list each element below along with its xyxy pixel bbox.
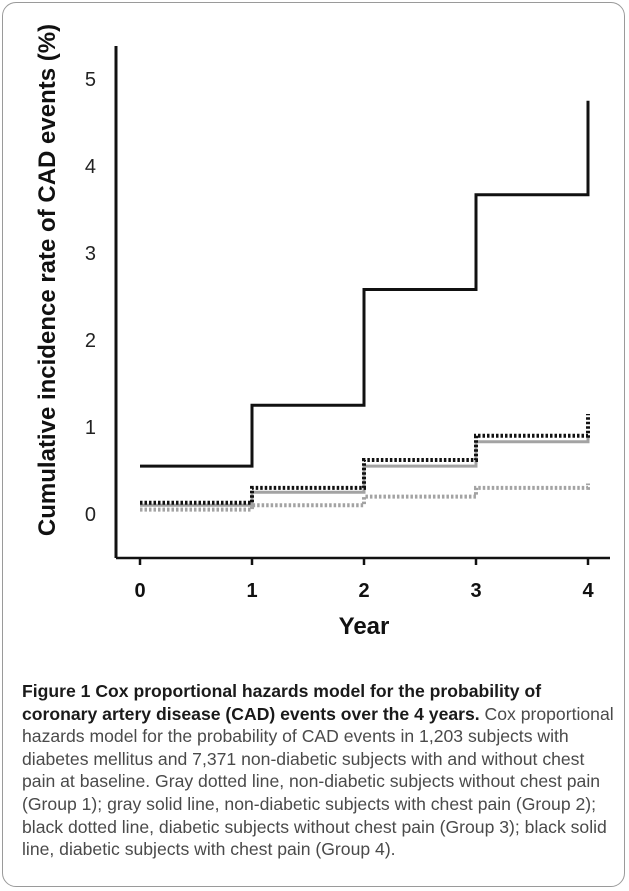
chart-axes: 0 1 2 3 4 5 0 1 2 3 4 bbox=[85, 46, 610, 602]
y-axis-label: Cumulative incidence rate of CAD events … bbox=[34, 24, 61, 536]
y-tick-label: 3 bbox=[85, 243, 96, 265]
chart-labels: Cumulative incidence rate of CAD events … bbox=[34, 24, 389, 640]
chart-series bbox=[140, 100, 590, 512]
x-axis-label: Year bbox=[339, 613, 390, 640]
y-tick-label: 4 bbox=[85, 156, 96, 178]
y-tick-label: 1 bbox=[85, 417, 96, 439]
y-tick-label: 2 bbox=[85, 330, 96, 352]
x-tick-label: 0 bbox=[134, 580, 145, 602]
x-tick-label: 1 bbox=[246, 580, 257, 602]
series-line-4 bbox=[140, 100, 590, 468]
y-tick-label: 0 bbox=[85, 504, 96, 526]
caption-title: Figure 1 Cox proportional hazards model … bbox=[22, 681, 542, 724]
x-tick-label: 3 bbox=[470, 580, 481, 602]
series-line-2 bbox=[140, 435, 590, 507]
cad-incidence-chart: 0 1 2 3 4 5 0 1 2 3 4 Cumulative incidence rate of… bbox=[34, 24, 610, 640]
y-tick-label: 5 bbox=[85, 69, 96, 91]
x-tick-label: 4 bbox=[582, 580, 594, 602]
x-tick-label: 2 bbox=[358, 580, 369, 602]
series-line-3 bbox=[140, 413, 590, 505]
figure-caption: Figure 1 Cox proportional hazards model … bbox=[22, 680, 616, 861]
series-line-1 bbox=[140, 483, 590, 512]
caption-body: Cox proportional hazards model for the p… bbox=[22, 703, 614, 860]
